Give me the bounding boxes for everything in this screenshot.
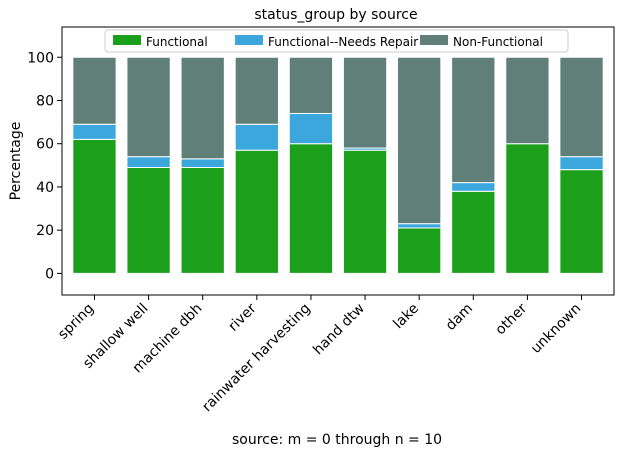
bar-functional-needs-repair — [72, 123, 117, 140]
bar-non-functional — [126, 56, 171, 158]
bar-functional — [288, 143, 334, 274]
bar-non-functional — [288, 56, 334, 114]
chart-title: status_group by source — [254, 7, 417, 23]
legend: Functional Functional--Needs Repair Non-Fu… — [104, 29, 569, 53]
bar-non-functional — [234, 56, 279, 125]
bar-functional — [72, 138, 117, 274]
y-tick-label: 20 — [36, 223, 54, 239]
bar-functional-needs-repair — [234, 123, 279, 151]
bar-functional — [342, 149, 388, 274]
y-tick-label: 40 — [36, 180, 54, 196]
x-tick-label: other — [493, 300, 531, 338]
legend-frame — [104, 29, 569, 53]
x-tick-label: hand dtw — [310, 301, 368, 359]
y-tick-label: 100 — [27, 50, 54, 66]
y-tick-label: 80 — [36, 93, 54, 109]
bar-non-functional — [342, 56, 388, 149]
legend-swatch — [420, 35, 448, 45]
bar-functional-needs-repair — [288, 112, 334, 145]
bar-non-functional — [559, 56, 604, 158]
bar-functional — [234, 149, 279, 274]
legend-label: Functional--Needs Repair — [268, 35, 418, 49]
x-tick-label: dam — [443, 301, 476, 334]
bar-non-functional — [505, 56, 550, 145]
bar-functional — [180, 166, 225, 274]
x-tick-label: spring — [55, 301, 97, 343]
x-tick-label: river — [225, 300, 259, 334]
legend-swatch — [235, 35, 263, 45]
x-tick-label: unknown — [528, 301, 584, 357]
bar-functional — [126, 166, 171, 274]
y-axis: 0 20 40 60 80 100 — [27, 50, 62, 282]
x-tick-label: rainwater harvesting — [199, 301, 314, 416]
legend-label: Functional — [146, 35, 208, 49]
bar-functional-needs-repair — [180, 158, 225, 168]
bar-functional — [505, 143, 550, 274]
x-axis-label: source: m = 0 through n = 10 — [232, 432, 442, 448]
bars-group — [72, 56, 604, 274]
y-tick-label: 60 — [36, 137, 54, 153]
bar-non-functional — [180, 56, 225, 160]
bar-functional-needs-repair — [126, 156, 171, 168]
y-tick-label: 0 — [45, 266, 54, 282]
bar-functional — [559, 169, 604, 274]
bar-functional-needs-repair — [397, 223, 442, 229]
bar-non-functional — [451, 56, 496, 184]
y-axis-label: Percentage — [8, 122, 24, 201]
legend-swatch — [113, 35, 141, 45]
bar-functional — [397, 227, 442, 274]
bar-non-functional — [72, 56, 117, 125]
x-tick-label: lake — [390, 301, 422, 333]
bar-non-functional — [397, 56, 442, 225]
bar-functional-needs-repair — [559, 156, 604, 171]
bar-functional — [451, 190, 496, 274]
legend-label: Non-Functional — [453, 35, 543, 49]
bar-functional-needs-repair — [451, 182, 496, 192]
plot-frame — [61, 26, 615, 296]
